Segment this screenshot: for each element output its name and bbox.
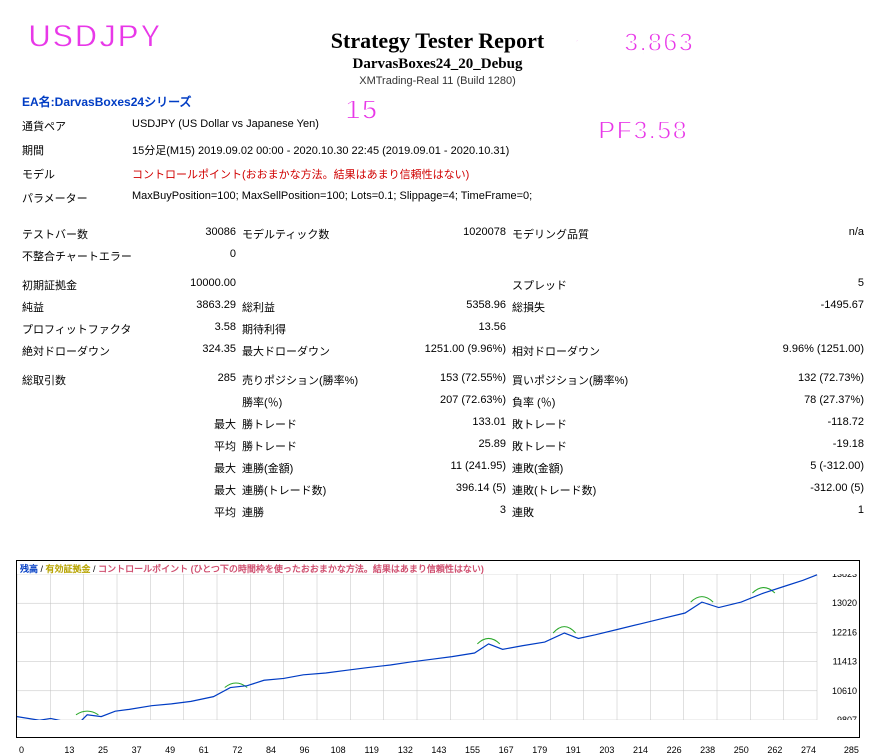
expected-value: 13.56 [372,318,512,340]
equity-chart: 残高 / 有効証拠金 / コントロールポイント (ひとつ下の時間枠を使ったおおま… [16,560,860,738]
total-trades-label: 総取引数 [22,362,142,391]
gross-loss-label: 総損失 [512,296,652,318]
model-label: モデル [22,162,132,186]
gross-loss-value: -1495.67 [652,296,870,318]
max-loss-value: -118.72 [652,413,870,435]
max-consprofit-value: 396.14 (5) [372,479,512,501]
ea-name: EA名:DarvasBoxes24シリーズ [22,93,875,110]
lossrate-label: 負率 (％) [512,391,652,413]
max-win-label: 勝トレード [242,413,372,435]
avg-conswin-value: 3 [372,501,512,523]
svg-text:12216: 12216 [832,627,857,637]
bars-value: 30086 [142,216,242,245]
mismatch-label: 不整合チャートエラー [22,245,142,267]
svg-text:11413: 11413 [833,657,857,667]
deposit-value: 10000.00 [142,267,242,296]
model-value: コントロールポイント(おおまかな方法。結果はあまり信頼性はない) [132,162,870,186]
chart-x-axis: 0132537496172849610811913214315516717919… [17,745,861,755]
lossrate-value: 78 (27.37%) [652,391,870,413]
period-value: 15分足(M15) 2019.09.02 00:00 - 2020.10.30 … [132,138,870,162]
winrate-value: 207 (72.63%) [372,391,512,413]
max-consprofit-label: 連勝(トレード数) [242,479,372,501]
spread-label: スプレッド [512,267,652,296]
quality-label: モデリング品質 [512,216,652,245]
ticks-value: 1020078 [372,216,512,245]
avg-cons-prefix: 平均 [142,501,242,523]
pf-value: 3.58 [142,318,242,340]
reldd-value: 9.96% (1251.00) [652,340,870,362]
pair-value: USDJPY (US Dollar vs Japanese Yen) [132,114,870,138]
avg-loss-label: 敗トレード [512,435,652,457]
stats-table: テストバー数 30086 モデルティック数 1020078 モデリング品質 n/… [22,216,870,523]
spread-value: 5 [652,267,870,296]
svg-text:13823: 13823 [832,574,857,579]
long-pos-value: 132 (72.73%) [652,362,870,391]
max-consprofit-prefix: 最大 [142,479,242,501]
reldd-label: 相対ドローダウン [512,340,652,362]
gross-profit-value: 5358.96 [372,296,512,318]
short-pos-label: 売りポジション(勝率%) [242,362,372,391]
report-build: XMTrading-Real 11 (Build 1280) [0,75,875,87]
avg-win-label: 勝トレード [242,435,372,457]
max-consloss-value: 5 (-312.00) [652,457,870,479]
max-prefix: 最大 [142,413,242,435]
avg-consloss-value: 1 [652,501,870,523]
report-subtitle: DarvasBoxes24_20_Debug [0,56,875,73]
max-consloss-label: 連敗(金額) [512,457,652,479]
param-label: パラメーター [22,186,132,210]
netprofit-value: 3863.29 [142,296,242,318]
maxdd-value: 1251.00 (9.96%) [372,340,512,362]
overlay-timeframe: 15分足 [345,88,436,128]
avg-loss-value: -19.18 [652,435,870,457]
deposit-label: 初期証拠金 [22,267,142,296]
svg-text:9807: 9807 [837,715,857,720]
max-cons-prefix: 最大 [142,457,242,479]
max-conswin-label: 連勝(金額) [242,457,372,479]
chart-svg: 13823 13020 12216 11413 10610 9807 [17,574,859,720]
param-value: MaxBuyPosition=100; MaxSellPosition=100;… [132,186,870,210]
total-trades-value: 285 [142,362,242,391]
pair-label: 通貨ペア [22,114,132,138]
max-conslosstr-label: 連敗(トレード数) [512,479,652,501]
overlay-profit: 利益3,863ドル [570,22,724,59]
gross-profit-label: 総利益 [242,296,372,318]
avg-prefix: 平均 [142,435,242,457]
avg-win-value: 25.89 [372,435,512,457]
netprofit-label: 純益 [22,296,142,318]
max-loss-label: 敗トレード [512,413,652,435]
meta-table: 通貨ペア USDJPY (US Dollar vs Japanese Yen) … [22,114,870,210]
avg-conswin-label: 連勝 [242,501,372,523]
avg-consloss-label: 連敗 [512,501,652,523]
pf-label: プロフィットファクタ [22,318,142,340]
ticks-label: モデルティック数 [242,216,372,245]
max-conswin-value: 11 (241.95) [372,457,512,479]
long-pos-label: 買いポジション(勝率%) [512,362,652,391]
winrate-label: 勝率(％) [242,391,372,413]
absdd-label: 絶対ドローダウン [22,340,142,362]
max-win-value: 133.01 [372,413,512,435]
short-pos-value: 153 (72.55%) [372,362,512,391]
period-label: 期間 [22,138,132,162]
expected-label: 期待利得 [242,318,372,340]
max-conslosstr-value: -312.00 (5) [652,479,870,501]
absdd-value: 324.35 [142,340,242,362]
quality-value: n/a [652,216,870,245]
mismatch-value: 0 [142,245,242,267]
overlay-usdjpy: USDJPY [28,18,162,55]
maxdd-label: 最大ドローダウン [242,340,372,362]
svg-text:13020: 13020 [832,598,857,608]
overlay-pf: PF3.58 [598,115,688,146]
bars-label: テストバー数 [22,216,142,245]
svg-text:10610: 10610 [832,686,857,696]
